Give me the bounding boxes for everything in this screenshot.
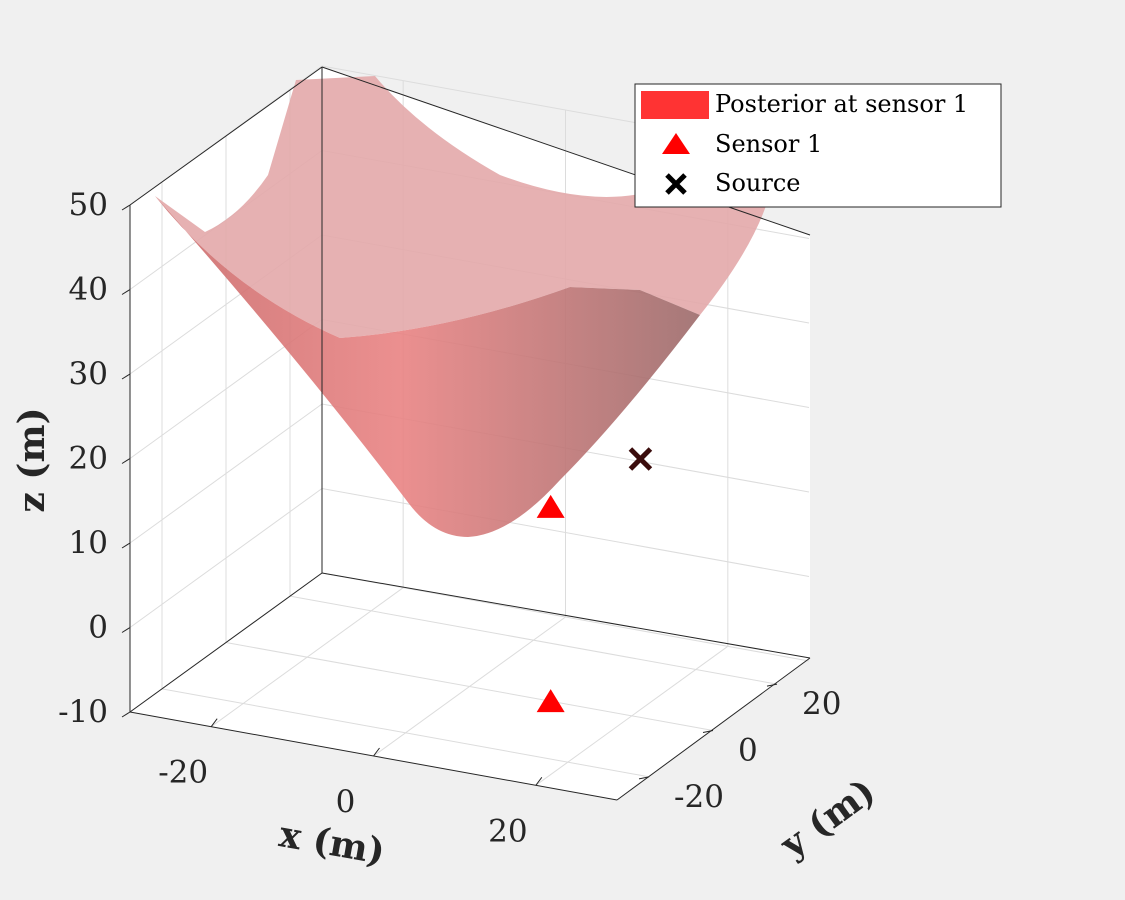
data-markers bbox=[536, 447, 653, 713]
y-tick-mark bbox=[702, 730, 714, 733]
z-tick-mark bbox=[121, 711, 131, 718]
x-axis-label: x (m) bbox=[276, 813, 388, 873]
y-tick-mark bbox=[766, 683, 778, 687]
x-tick-mark bbox=[535, 777, 543, 786]
z-tick-mark bbox=[121, 289, 131, 295]
legend-triangle-icon bbox=[662, 133, 690, 154]
legend-label-posterior: Posterior at sensor 1 bbox=[715, 90, 968, 118]
floor-grid-y bbox=[161, 688, 650, 778]
legend-label-source: Source bbox=[715, 169, 800, 197]
x-tick-label: -20 bbox=[158, 755, 208, 791]
legend-surface-swatch bbox=[641, 91, 709, 119]
surface-back-sheet bbox=[155, 76, 772, 338]
surface-front-sheet bbox=[155, 196, 700, 537]
x-tick-mark bbox=[373, 747, 380, 757]
source-x-marker bbox=[628, 447, 653, 471]
z-tick-label: -10 bbox=[58, 694, 108, 730]
y-tick-label: 20 bbox=[802, 686, 841, 722]
sensor-triangle-marker bbox=[536, 689, 565, 713]
z-tick-mark bbox=[121, 542, 131, 549]
legend: Posterior at sensor 1 Sensor 1 Source bbox=[634, 83, 1002, 208]
z-tick-label: 30 bbox=[69, 356, 108, 392]
y-axis-label: y (m) bbox=[772, 770, 883, 867]
z-tick-mark bbox=[121, 458, 131, 464]
z-tick-label: 50 bbox=[69, 187, 108, 223]
z-tick-label: 40 bbox=[69, 272, 108, 308]
x-tick-label: 0 bbox=[336, 784, 356, 820]
floor-grid-y bbox=[225, 642, 714, 731]
z-tick-mark bbox=[121, 204, 131, 211]
z-tick-label: 0 bbox=[88, 610, 108, 646]
z-tick-mark bbox=[121, 373, 131, 380]
z-axis-label: z (m) bbox=[11, 407, 53, 512]
sensor-triangle-marker bbox=[536, 494, 565, 518]
x-tick-label: 20 bbox=[488, 813, 527, 849]
floor-grid-y bbox=[289, 595, 778, 685]
y-tick-label: 0 bbox=[738, 733, 758, 769]
x-tick-mark bbox=[210, 718, 218, 727]
y-tick-label: -20 bbox=[674, 779, 724, 815]
z-tick-label: 10 bbox=[69, 525, 108, 561]
z-tick-label: 20 bbox=[69, 441, 108, 477]
z-tick-mark bbox=[121, 627, 131, 633]
source-x-stroke bbox=[628, 447, 653, 471]
axis-ticks: -10 0 10 20 30 40 50 -20 0 20 -20 0 20 bbox=[58, 187, 841, 849]
y-tick-mark bbox=[638, 776, 650, 780]
posterior-surface bbox=[155, 76, 772, 537]
legend-x-icon bbox=[665, 173, 687, 195]
legend-label-sensor: Sensor 1 bbox=[715, 130, 822, 158]
